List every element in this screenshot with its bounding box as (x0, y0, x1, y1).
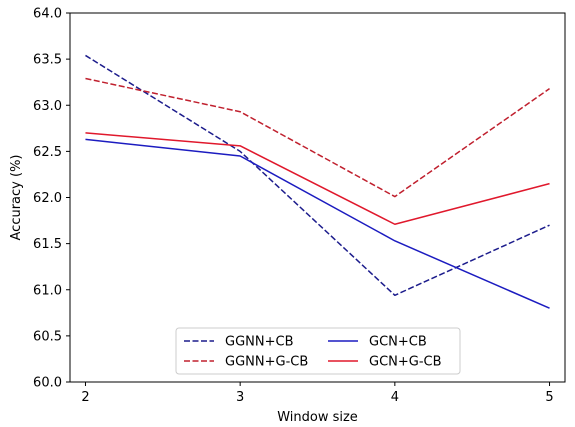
y-tick-label: 61.5 (33, 237, 62, 252)
y-tick-label: 60.5 (33, 329, 62, 344)
legend: GGNN+CB GGNN+G-CB GCN+CB GCN+G-CB (175, 327, 461, 375)
legend-label-ggnn-cb: GGNN+CB (225, 335, 294, 350)
y-axis-title: Accuracy (%) (9, 155, 24, 241)
legend-frame (175, 327, 461, 375)
y-tick-label: 63.0 (33, 99, 62, 114)
y-tick-label: 62.5 (33, 145, 62, 160)
x-tick-label: 4 (391, 390, 399, 405)
y-tick-label: 61.0 (33, 283, 62, 298)
series-line-ggnn-g-cb (85, 77, 550, 198)
legend-label-ggnn-g-cb: GGNN+G-CB (225, 355, 308, 370)
series-line-gcn-cb (85, 138, 550, 309)
series-line-ggnn-cb (85, 54, 550, 297)
legend-label-gcn-cb: GCN+CB (369, 335, 427, 350)
x-tick-label: 2 (81, 390, 89, 405)
y-tick-label: 60.0 (33, 376, 62, 391)
axis-layer: 2 3 4 5 60.0 60.5 61.0 61.5 62.0 62.5 63.0 63.5 64.0 (33, 7, 554, 406)
legend-label-gcn-g-cb: GCN+G-CB (369, 355, 442, 370)
plot-frame (69, 12, 566, 383)
series-line-gcn-g-cb (85, 132, 550, 225)
y-tick-label: 62.0 (33, 191, 62, 206)
y-tick-label: 64.0 (33, 7, 62, 22)
x-tick-label: 5 (545, 390, 553, 405)
series-layer (85, 54, 550, 309)
x-tick-label: 3 (236, 390, 244, 405)
x-axis-title: Window size (277, 410, 358, 425)
y-tick-label: 63.5 (33, 53, 62, 68)
